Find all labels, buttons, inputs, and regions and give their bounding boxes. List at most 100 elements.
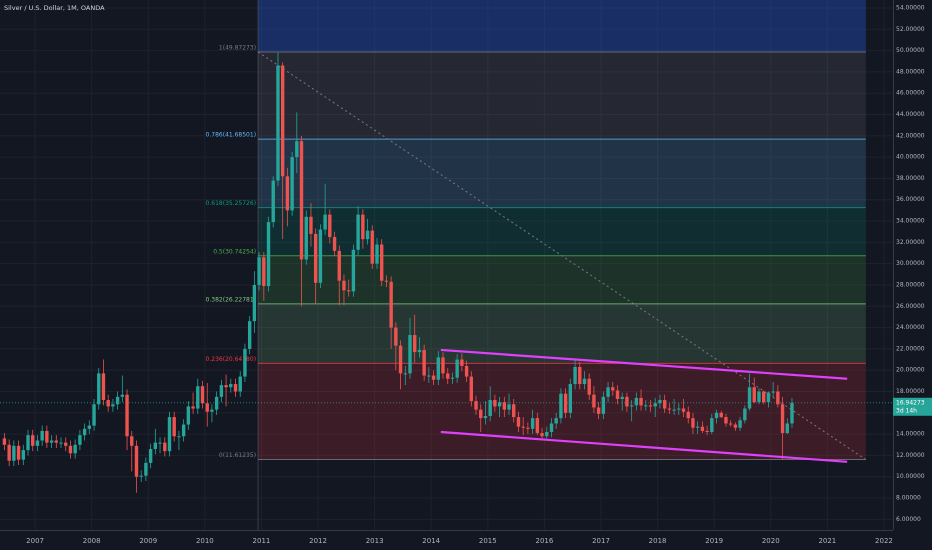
candle-body xyxy=(535,418,540,434)
candle-body xyxy=(45,430,49,443)
candle-body xyxy=(596,407,601,414)
candle-body xyxy=(97,373,101,405)
candle-body xyxy=(681,408,686,412)
x-tick-label: 2013 xyxy=(366,537,384,545)
candle-body xyxy=(31,435,35,446)
candle-body xyxy=(469,376,473,402)
fib-label: 0.786(41.68501) xyxy=(206,132,257,139)
candle-body xyxy=(115,396,120,405)
candle-body xyxy=(111,404,115,407)
candle-body xyxy=(573,367,577,385)
candle-body xyxy=(210,409,214,412)
candle-body xyxy=(780,404,785,434)
candle-body xyxy=(54,440,59,443)
candle-body xyxy=(380,244,384,281)
y-tick-label: 22.00000 xyxy=(896,345,925,352)
candle-body xyxy=(21,450,26,460)
candle-body xyxy=(243,348,247,377)
candle-body xyxy=(219,385,224,397)
candle-body xyxy=(7,444,11,461)
y-tick-label: 36.00000 xyxy=(896,196,925,203)
candle-body xyxy=(592,394,596,408)
candle-body xyxy=(318,229,323,283)
candle-body xyxy=(743,408,747,421)
countdown-label: 3d 14h xyxy=(896,407,917,414)
candle-body xyxy=(285,176,290,211)
y-tick-label: 8.00000 xyxy=(896,495,921,502)
y-tick-label: 44.00000 xyxy=(896,111,925,118)
candle-body xyxy=(101,373,106,401)
chart-title: Silver / U.S. Dollar, 1M, OANDA xyxy=(4,4,105,12)
candle-body xyxy=(790,402,794,424)
y-tick-label: 42.00000 xyxy=(896,132,925,139)
candle-body xyxy=(611,387,615,391)
candle-body xyxy=(545,431,549,437)
y-tick-label: 46.00000 xyxy=(896,90,925,97)
candle-body xyxy=(125,394,129,437)
x-tick-label: 2007 xyxy=(26,537,44,545)
candle-body xyxy=(691,418,695,428)
fib-label: 1(49.87273) xyxy=(219,44,256,51)
last-price-box xyxy=(893,397,932,416)
candle-body xyxy=(761,391,766,403)
candle-body xyxy=(441,357,445,374)
candle-body xyxy=(295,141,299,158)
x-tick-label: 2014 xyxy=(422,537,440,545)
candle-body xyxy=(615,390,620,399)
x-tick-label: 2015 xyxy=(479,537,497,545)
candle-body xyxy=(356,214,360,250)
candle-body xyxy=(512,404,516,418)
y-tick-label: 32.00000 xyxy=(896,239,925,246)
candle-body xyxy=(493,400,497,407)
candle-body xyxy=(394,327,398,346)
candle-body xyxy=(497,402,502,407)
candle-body xyxy=(49,440,54,443)
candle-body xyxy=(238,376,242,392)
candle-body xyxy=(417,349,422,353)
candle-body xyxy=(587,378,591,395)
candle-body xyxy=(323,214,327,230)
fib-zone xyxy=(258,51,866,140)
candle-body xyxy=(153,442,158,450)
candle-body xyxy=(436,357,440,380)
candle-body xyxy=(601,396,606,414)
candle-body xyxy=(582,378,587,385)
candle-body xyxy=(672,409,676,411)
candle-body xyxy=(662,400,667,409)
candle-body xyxy=(620,396,624,399)
candle-body xyxy=(747,387,752,409)
candle-body xyxy=(752,387,756,403)
candle-body xyxy=(35,440,40,446)
candle-body xyxy=(82,428,87,436)
candle-body xyxy=(606,387,610,397)
candle-body xyxy=(365,230,370,240)
candle-body xyxy=(634,397,639,406)
candle-body xyxy=(16,445,21,460)
candle-body xyxy=(130,436,134,446)
candle-body xyxy=(347,290,351,292)
y-tick-label: 30.00000 xyxy=(896,260,925,267)
candle-body xyxy=(677,408,681,410)
candle-body xyxy=(488,400,492,417)
candle-body xyxy=(431,375,436,380)
candle-body xyxy=(280,65,285,177)
x-tick-label: 2017 xyxy=(592,537,610,545)
candle-body xyxy=(375,244,379,264)
candle-body xyxy=(710,418,714,432)
candle-body xyxy=(2,438,7,445)
candle-body xyxy=(120,394,125,397)
candle-body xyxy=(540,433,544,437)
candle-body xyxy=(361,214,365,240)
candle-body xyxy=(106,400,110,407)
candle-body xyxy=(64,442,68,446)
candle-body xyxy=(92,404,96,426)
candle-body xyxy=(644,405,648,407)
y-tick-label: 50.00000 xyxy=(896,47,925,54)
y-tick-label: 14.00000 xyxy=(896,431,925,438)
candle-body xyxy=(549,423,554,432)
y-tick-label: 34.00000 xyxy=(896,218,925,225)
trend-line xyxy=(440,348,848,380)
fib-label: 0.618(35.25726) xyxy=(206,200,257,207)
candle-body xyxy=(144,462,148,476)
